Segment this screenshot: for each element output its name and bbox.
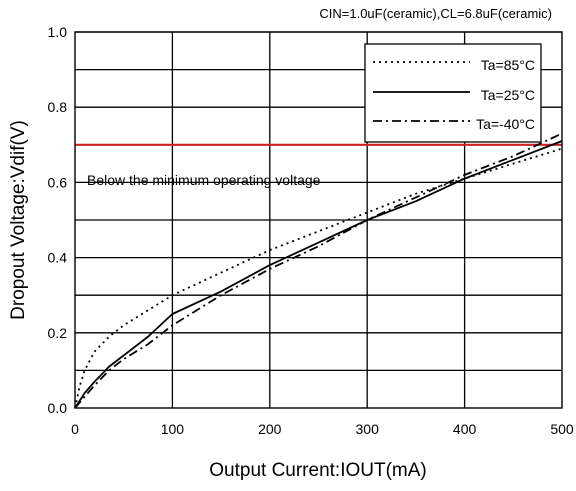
x-tick-label: 0 <box>71 421 79 437</box>
legend-label: Ta=85°C <box>481 57 535 73</box>
legend-box <box>364 43 542 143</box>
y-tick-label: 0.0 <box>48 400 68 416</box>
x-tick-label: 200 <box>258 421 282 437</box>
condition-subtitle: CIN=1.0uF(ceramic),CL=6.8uF(ceramic) <box>319 6 552 21</box>
legend-label: Ta=-40°C <box>476 116 535 132</box>
y-tick-label: 0.2 <box>48 325 68 341</box>
y-tick-label: 0.8 <box>48 99 68 115</box>
x-tick-label: 500 <box>550 421 574 437</box>
x-axis-label: Output Current:IOUT(mA) <box>209 460 427 481</box>
x-tick-label: 100 <box>161 421 185 437</box>
legend-label: Ta=25°C <box>481 87 535 103</box>
x-tick-label: 300 <box>356 421 380 437</box>
x-tick-label: 400 <box>453 421 477 437</box>
y-tick-label: 0.6 <box>48 174 68 190</box>
series-line-solid <box>74 140 563 409</box>
tick-labels: 0 100 200 300 400 500 0.0 0.2 0.4 0.6 0.8 1.0 <box>48 24 574 437</box>
reference-line-label: Below the minimum operating voltage <box>87 172 321 188</box>
series-line-dotted <box>74 147 563 409</box>
series-group <box>74 132 563 409</box>
y-axis-label: Dropout Voltage:Vdif(V) <box>8 120 29 320</box>
plot-frame <box>74 31 563 409</box>
y-tick-label: 0.4 <box>48 250 68 266</box>
y-tick-label: 1.0 <box>48 24 68 40</box>
legend: Ta=85°C Ta=25°C Ta=-40°C <box>364 43 542 143</box>
series-line-dashdot <box>74 132 563 409</box>
